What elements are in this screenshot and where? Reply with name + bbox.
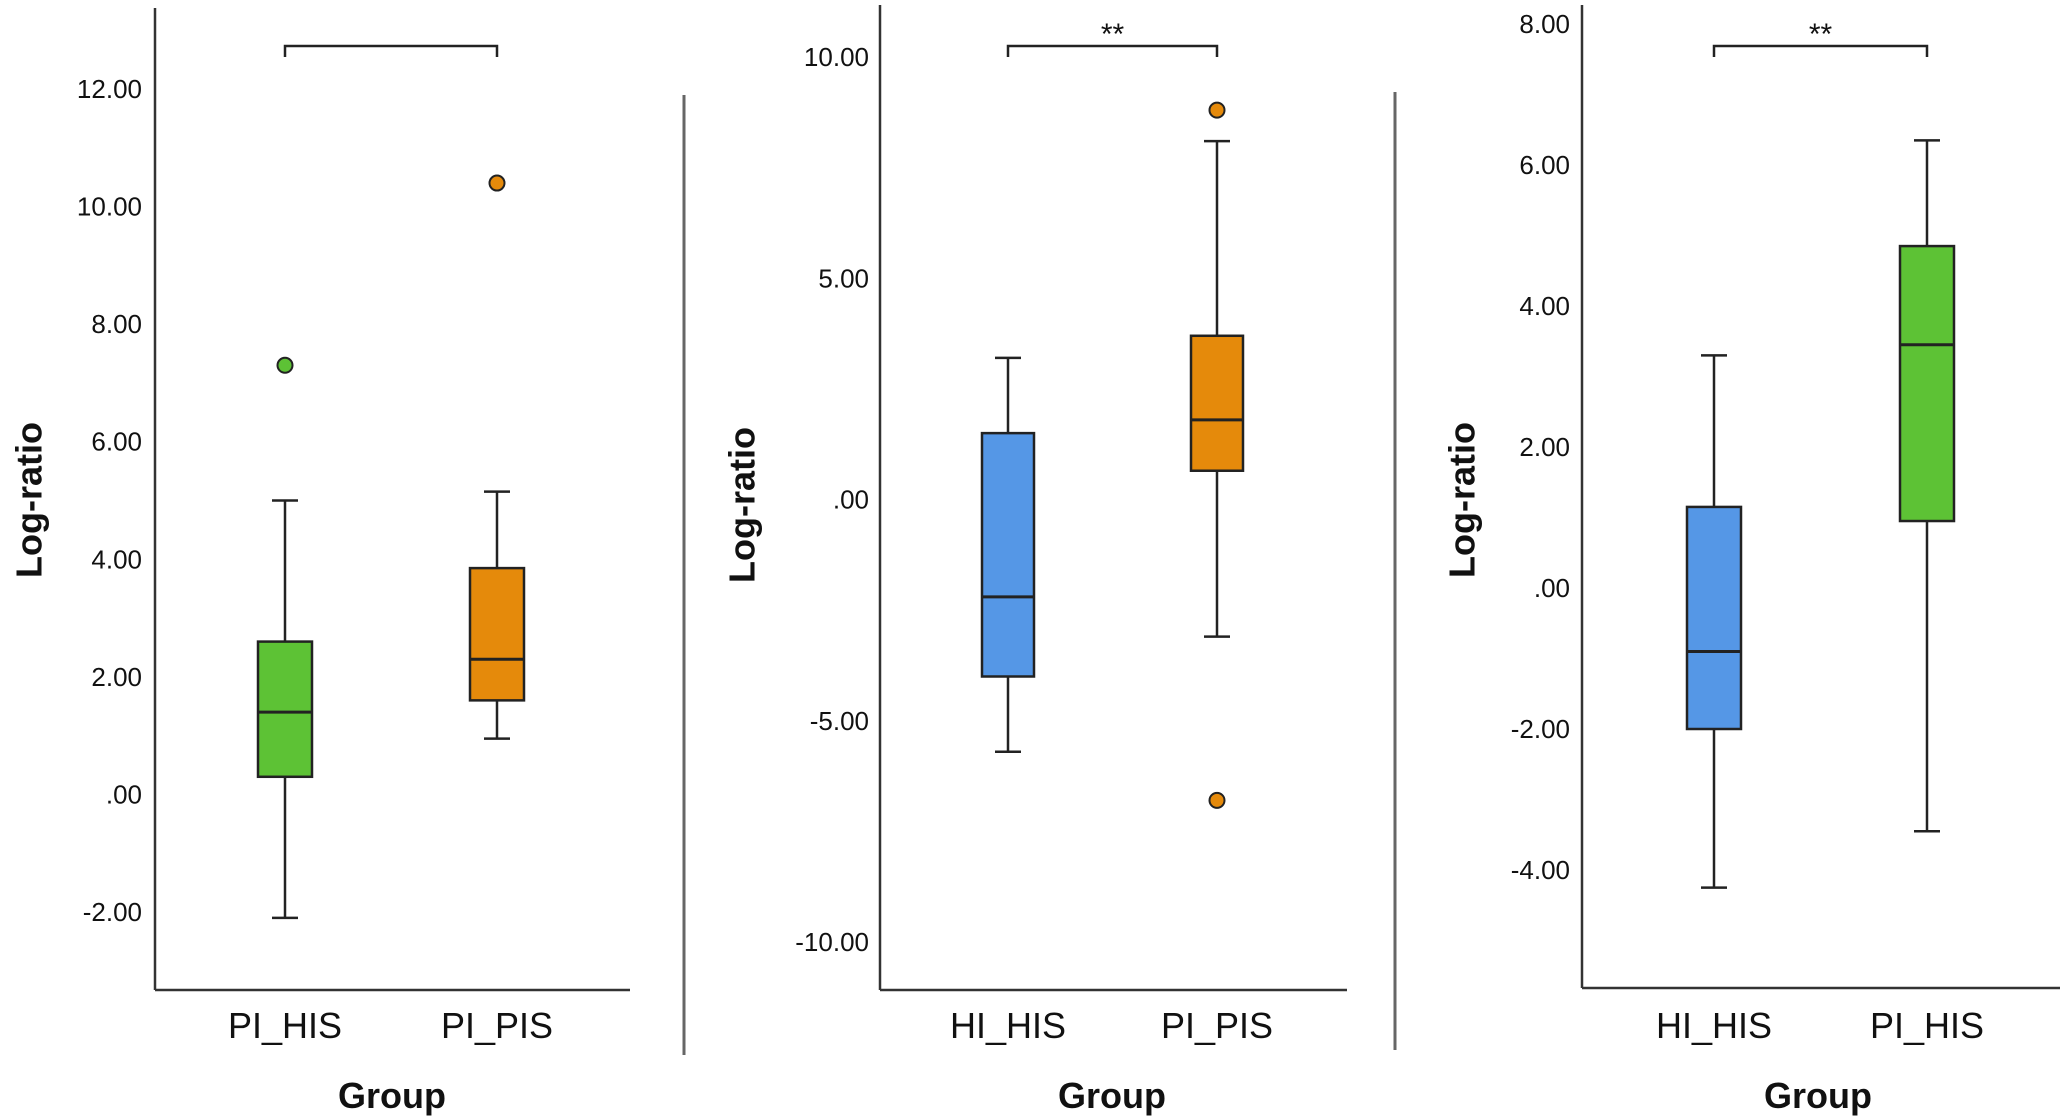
x-axis-title: Group: [1058, 1075, 1166, 1116]
y-axis-title: Log-ratio: [9, 422, 50, 578]
y-axis-title: Log-ratio: [722, 427, 763, 583]
box-hi-his: [1685, 505, 1743, 731]
panel-1: -2.00 .00 2.00 4.00 6.00 8.00 10.00 12.00 Log-ra…: [9, 8, 630, 1116]
significance-bracket: [1006, 44, 1219, 57]
y-tick-label: -2.00: [1511, 714, 1570, 744]
panel-3: -4.00 -2.00 .00 2.00 4.00 6.00 8.00 Log-ratio Gr…: [1442, 5, 2060, 1116]
y-tick-label: 2.00: [91, 662, 142, 692]
y-tick-label: 10.00: [77, 192, 142, 222]
significance-bracket: [1712, 44, 1929, 57]
y-tick-label: 6.00: [91, 427, 142, 457]
y-tick-label: 4.00: [1519, 291, 1570, 321]
panel-2: -10.00 -5.00 .00 5.00 10.00 Log-ratio Group HI_…: [722, 5, 1347, 1116]
outlier-point: [1208, 101, 1226, 119]
y-tick-label: 12.00: [77, 74, 142, 104]
y-axis-title: Log-ratio: [1442, 422, 1483, 578]
significance-label: **: [1101, 18, 1125, 51]
y-tick-label: -5.00: [810, 706, 869, 736]
x-axis-title: Group: [1764, 1075, 1872, 1116]
x-category-label: PI_PIS: [441, 1005, 553, 1046]
y-tick-label: 2.00: [1519, 432, 1570, 462]
box-pi-his: [256, 640, 314, 779]
y-tick-label: 8.00: [91, 309, 142, 339]
y-tick-label: .00: [833, 485, 869, 515]
y-tick-label: -2.00: [83, 897, 142, 927]
significance-label: **: [1809, 18, 1833, 51]
x-category-label: PI_PIS: [1161, 1005, 1273, 1046]
y-tick-label: 8.00: [1519, 9, 1570, 39]
box-pi-his: [1898, 244, 1956, 523]
x-category-label: HI_HIS: [950, 1005, 1066, 1046]
y-tick-label: .00: [106, 779, 142, 809]
y-tick-label: -4.00: [1511, 855, 1570, 885]
outlier-point: [488, 174, 506, 192]
box-pi-pis: [1189, 334, 1245, 472]
significance-bracket: [283, 44, 499, 57]
y-tick-label: 6.00: [1519, 150, 1570, 180]
y-tick-label: 10.00: [804, 42, 869, 72]
x-category-label: PI_HIS: [228, 1005, 342, 1046]
y-tick-label: 5.00: [818, 263, 869, 293]
y-tick-label: -10.00: [795, 927, 869, 957]
box-pi-pis: [468, 566, 526, 702]
x-category-label: PI_HIS: [1870, 1005, 1984, 1046]
y-tick-label: .00: [1534, 573, 1570, 603]
x-category-label: HI_HIS: [1656, 1005, 1772, 1046]
box-hi-his: [980, 431, 1036, 678]
outlier-point: [276, 356, 294, 374]
y-tick-label: 4.00: [91, 544, 142, 574]
x-axis-title: Group: [338, 1075, 446, 1116]
outlier-point: [1208, 791, 1226, 809]
